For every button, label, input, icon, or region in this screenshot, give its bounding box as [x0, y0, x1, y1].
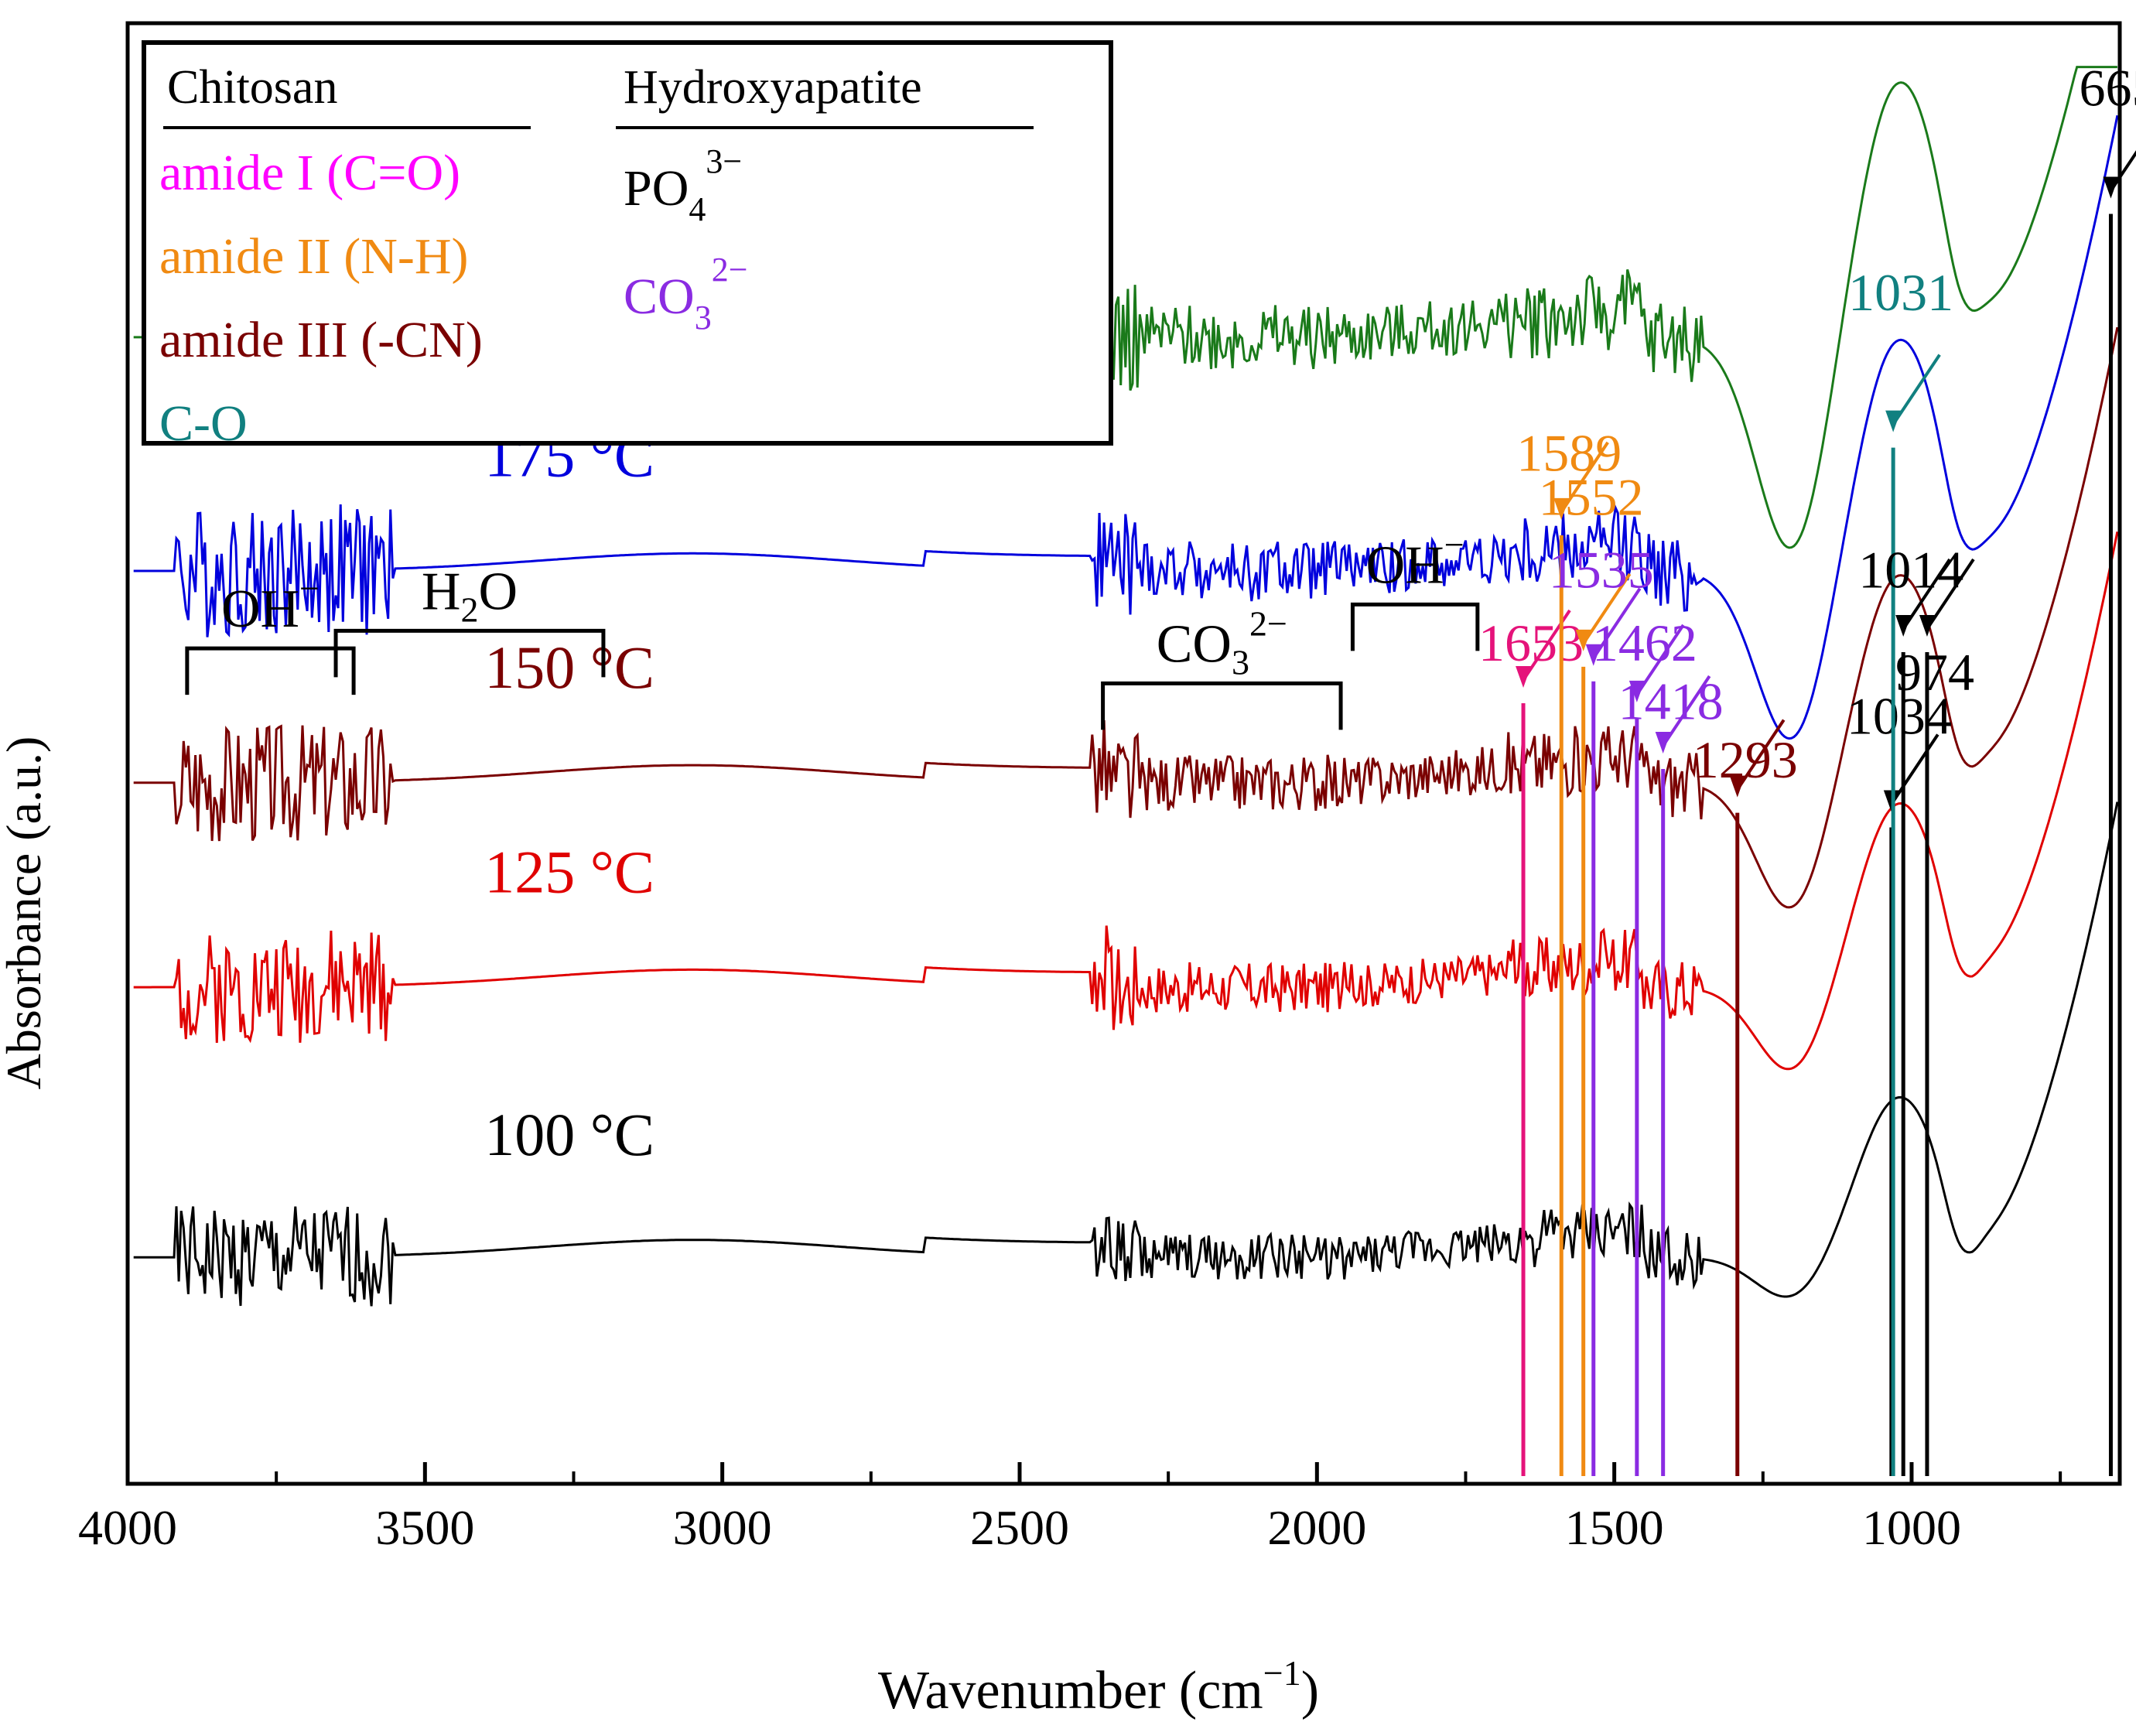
marker-arrowhead	[2103, 176, 2119, 199]
bracket	[333, 628, 606, 678]
bracket-label: OH−	[221, 569, 320, 639]
legend-hap-sub: 3	[695, 299, 712, 337]
marker-arrowhead	[1585, 644, 1601, 666]
marker-label: 1031	[1848, 263, 1953, 322]
marker-arrow	[1560, 441, 1609, 514]
marker-arrowhead	[1575, 629, 1591, 651]
series-label: 100 °C	[484, 1101, 654, 1168]
legend-hap-sup: 2−	[712, 251, 748, 289]
series-line	[133, 326, 2119, 909]
marker-arrowhead	[1553, 497, 1570, 520]
legend-hap-item: PO43−	[624, 142, 742, 228]
marker-label: 1418	[1618, 672, 1724, 731]
bracket-label-base: H	[422, 562, 461, 621]
marker-arrowhead	[1885, 410, 1902, 432]
marker-arrow	[1890, 733, 1939, 805]
legend-box	[142, 40, 1113, 446]
legend-hap-header: Hydroxyapatite	[624, 61, 922, 114]
bracket-label-tail: O	[478, 562, 518, 621]
marker-label: 1462	[1592, 613, 1697, 672]
series-label: 150 °C	[484, 634, 654, 701]
x-tick-label: 1000	[1862, 1500, 1961, 1555]
axes: 4000 3500 3000 2500 2000 1500 1000	[78, 21, 2122, 1555]
series-line	[133, 114, 2119, 740]
x-tick-label: 1500	[1565, 1500, 1664, 1555]
bracket-label-sup: −	[299, 569, 320, 608]
marker-arrowhead	[1655, 732, 1671, 754]
bracket-label-base: CO	[1157, 614, 1232, 674]
legend: Chitosan Hydroxyapatite amide I (C=O) amide…	[142, 40, 1113, 452]
legend-chitosan-item: amide II (N-H)	[159, 228, 468, 285]
marker-arrowhead	[1516, 666, 1532, 689]
y-axis-label: Absorbance (a.u.)	[0, 736, 51, 1090]
x-tick-label: 3000	[673, 1500, 772, 1555]
marker-label: 1589	[1516, 424, 1622, 483]
x-axis-label-close: )	[1301, 1661, 1319, 1721]
legend-chitosan-item: amide III (-CN)	[159, 312, 483, 368]
marker-arrowhead	[1919, 614, 1935, 637]
legend-chitosan-header: Chitosan	[167, 61, 337, 114]
marker-label: 1535	[1549, 541, 1654, 600]
legend-hap-sup: 3−	[706, 142, 742, 180]
bracket-label-base: OH	[1366, 535, 1444, 595]
bracket-label: H2O	[422, 562, 518, 629]
bracket	[185, 646, 356, 695]
bracket	[1101, 681, 1343, 730]
legend-hap-sub: 4	[689, 190, 706, 228]
marker-arrow	[1592, 587, 1642, 659]
bracket-label-sub: 2	[460, 589, 478, 629]
x-tick-label: 2500	[970, 1500, 1069, 1555]
bracket-label: OH−	[1366, 525, 1464, 595]
bracket-label-sub: 3	[1232, 642, 1249, 682]
x-axis-label-text: Wavenumber (cm	[878, 1661, 1263, 1721]
x-axis-label: Wavenumber (cm−1)	[878, 1653, 1319, 1721]
x-tick-label: 3500	[375, 1500, 474, 1555]
marker-arrow	[1582, 572, 1632, 644]
bracket-label-sup: 2−	[1249, 603, 1287, 643]
series-line	[133, 531, 2119, 1071]
marker-arrow	[1892, 354, 1941, 425]
marker-label: 665	[2079, 59, 2136, 118]
marker-label: 1653	[1478, 613, 1584, 672]
marker-label: 1293	[1693, 730, 1798, 789]
marker-arrowhead	[1895, 614, 1912, 637]
bracket	[1350, 602, 1480, 651]
x-tick-label: 4000	[78, 1500, 177, 1555]
marker-label: 1014	[1858, 541, 1963, 600]
x-axis-label-exponent: −1	[1263, 1653, 1301, 1693]
marker-arrow	[1662, 675, 1711, 747]
series-label: 125 °C	[484, 838, 654, 905]
marker-label: 974	[1895, 643, 1974, 702]
marker-arrow	[1736, 719, 1786, 791]
marker-arrow	[1926, 558, 1975, 630]
legend-hap-item: CO32−	[624, 251, 748, 337]
bracket-label-base: OH	[221, 579, 299, 639]
x-ticks: 4000 3500 3000 2500 2000 1500 1000	[78, 1462, 2063, 1555]
marker-arrow	[1635, 624, 1685, 696]
legend-hap-base: CO	[624, 268, 695, 325]
marker-label: 1552	[1539, 467, 1644, 526]
marker-arrow	[1902, 558, 1951, 630]
legend-hap-base: PO	[624, 160, 689, 217]
marker-label: 1034	[1847, 686, 1952, 745]
bracket-label: CO32−	[1157, 603, 1287, 682]
bracket-label-sup: −	[1444, 525, 1464, 564]
series-line	[133, 801, 2119, 1307]
marker-arrowhead	[1628, 680, 1645, 702]
marker-arrowhead	[1729, 775, 1745, 798]
plot-frame	[125, 21, 2122, 1486]
legend-chitosan-item: amide I (C=O)	[159, 145, 460, 201]
x-tick-label: 2000	[1267, 1500, 1366, 1555]
legend-chitosan-item: C-O	[159, 395, 248, 452]
